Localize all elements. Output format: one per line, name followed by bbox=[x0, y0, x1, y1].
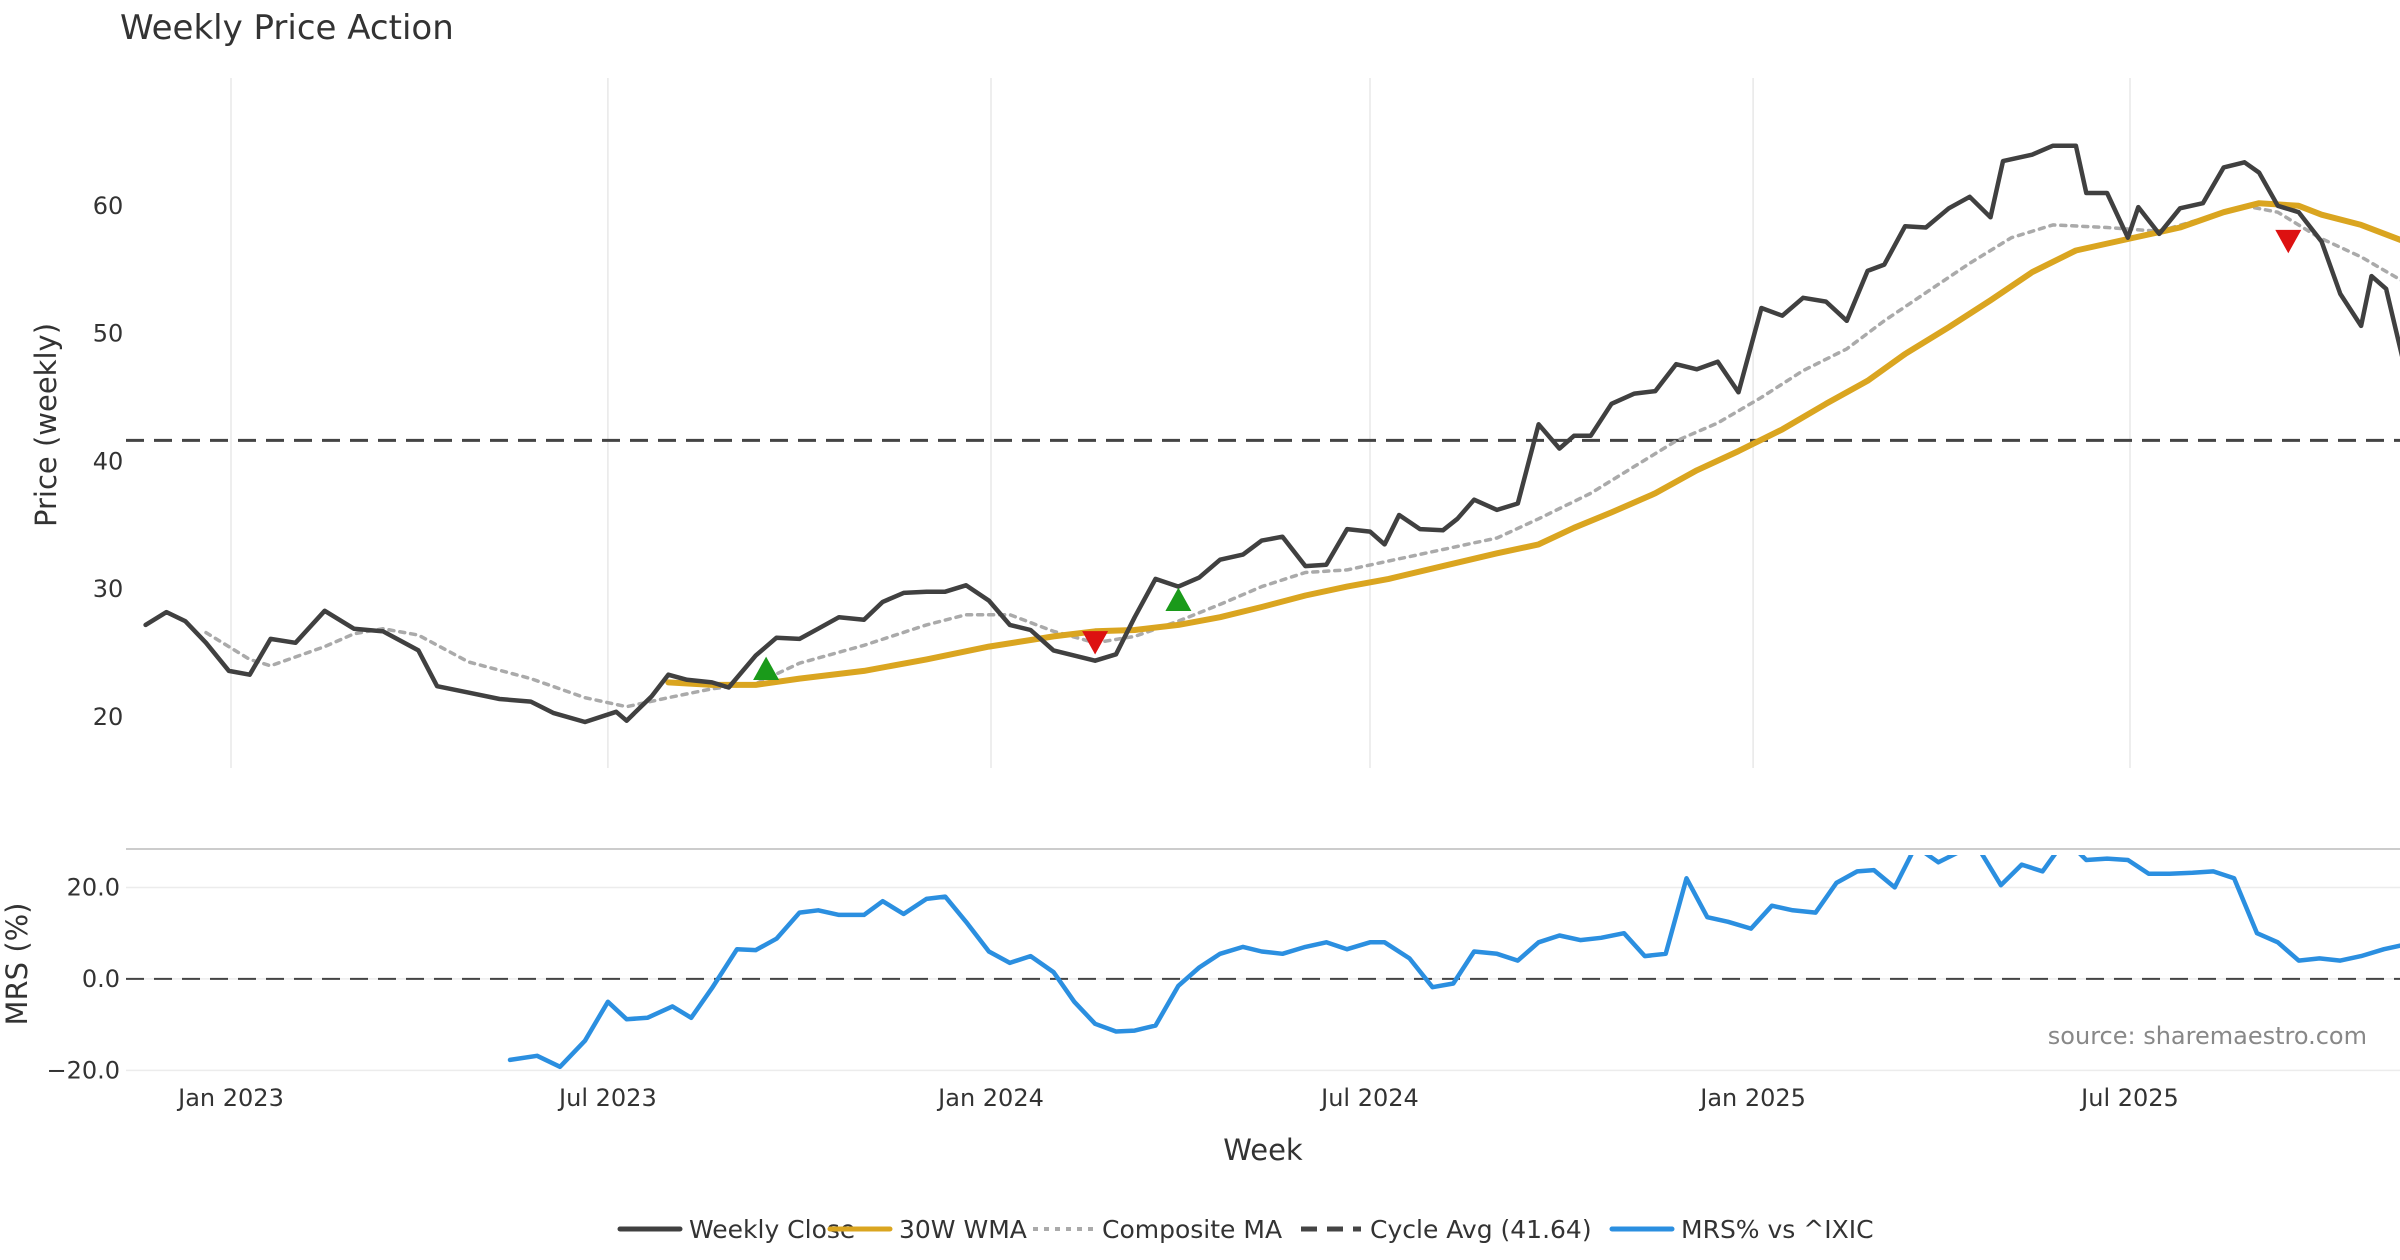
x-axis-label: Week bbox=[1223, 1133, 1303, 1167]
buy-signal-marker bbox=[1165, 587, 1192, 611]
price-y-ticks: 20 30 40 50 60 bbox=[93, 192, 124, 731]
mrs-y-tick-label: −20.0 bbox=[46, 1056, 120, 1084]
mrs-panel-series bbox=[507, 855, 2400, 1070]
price-y-tick-label: 50 bbox=[93, 320, 124, 348]
x-tick-label: Jan 2023 bbox=[176, 1084, 284, 1112]
mrs-y-ticks: 20.0 0.0 −20.0 bbox=[46, 873, 120, 1084]
source-annotation: source: sharemaestro.com bbox=[2048, 1022, 2367, 1050]
x-tick-label: Jul 2025 bbox=[2079, 1084, 2179, 1112]
x-tick-label: Jan 2025 bbox=[1698, 1084, 1806, 1112]
chart-title: Weekly Price Action bbox=[120, 8, 454, 48]
x-tick-label: Jul 2024 bbox=[1319, 1084, 1419, 1112]
price-panel-series bbox=[143, 143, 2400, 725]
price-y-tick-label: 20 bbox=[93, 703, 124, 731]
sell-signal-marker bbox=[1082, 631, 1109, 655]
legend-label: MRS% vs ^IXIC bbox=[1681, 1215, 1874, 1244]
series-line-composite-ma bbox=[204, 204, 2400, 709]
x-tick-label: Jan 2024 bbox=[936, 1084, 1044, 1112]
x-axis-ticks: Jan 2023 Jul 2023 Jan 2024 Jul 2024 Jan 2025… bbox=[176, 1084, 2179, 1112]
series-line-weekly-close bbox=[143, 143, 2400, 725]
legend-label: Cycle Avg (41.64) bbox=[1370, 1215, 1592, 1244]
price-panel-gridlines bbox=[230, 78, 2131, 768]
legend: Weekly Close 30W WMA Composite MA Cycle Avg… bbox=[617, 1215, 1874, 1244]
price-y-axis-label: Price (weekly) bbox=[29, 323, 63, 527]
legend-label: Composite MA bbox=[1102, 1215, 1282, 1244]
legend-label: 30W WMA bbox=[899, 1215, 1027, 1244]
price-y-tick-label: 40 bbox=[93, 447, 124, 475]
mrs-y-tick-label: 20.0 bbox=[67, 873, 120, 901]
series-line-30w-wma bbox=[665, 200, 2400, 688]
signal-markers bbox=[753, 229, 2302, 680]
mrs-y-tick-label: 0.0 bbox=[82, 965, 120, 993]
price-y-tick-label: 30 bbox=[93, 575, 124, 603]
buy-signal-marker bbox=[753, 656, 780, 680]
series-line-mrs-vs-ixic bbox=[507, 855, 2400, 1070]
x-tick-label: Jul 2023 bbox=[557, 1084, 657, 1112]
mrs-y-axis-label: MRS (%) bbox=[0, 903, 34, 1026]
sell-signal-marker bbox=[2275, 229, 2302, 254]
price-y-tick-label: 60 bbox=[93, 192, 124, 220]
